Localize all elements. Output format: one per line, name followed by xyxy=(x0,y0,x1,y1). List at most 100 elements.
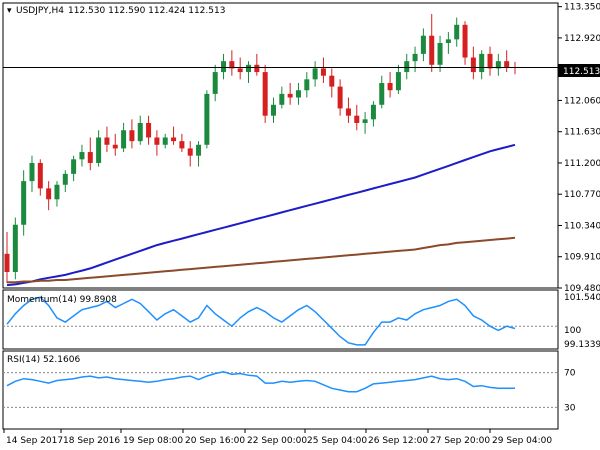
momentum-line xyxy=(6,296,516,346)
momentum-axis-label: 100 xyxy=(564,326,581,336)
candle-body xyxy=(495,61,501,69)
chart-ohlc-readout: 112.530 112.590 112.424 112.513 xyxy=(68,6,225,16)
candle-body xyxy=(37,162,43,189)
candle-body xyxy=(196,144,202,156)
price-axis-label: 112.060 xyxy=(564,96,600,106)
candle-body xyxy=(46,188,52,200)
rsi-label: RSI(14) 52.1606 xyxy=(7,355,80,365)
candle-body xyxy=(121,130,127,149)
candle-body xyxy=(187,148,193,156)
candle-body xyxy=(287,93,293,98)
axis-group: 113.350 112.920 112.060 111.630 111.200 110.7… xyxy=(3,3,600,446)
rsi-line xyxy=(6,371,515,393)
candle-body xyxy=(212,72,218,94)
candle-body xyxy=(29,162,35,182)
candle-body xyxy=(229,61,235,69)
candle-body xyxy=(295,90,301,98)
candle-body xyxy=(237,68,243,73)
momentum-axis-label: 101.5402 xyxy=(564,293,600,303)
candle-body xyxy=(354,115,360,123)
rsi-panel xyxy=(2,350,559,430)
price-axis-label: 109.480 xyxy=(564,284,600,294)
current-price-tag: 112.513 xyxy=(563,67,600,77)
candle-body xyxy=(54,184,60,200)
time-axis-label: 27 Sep 20:00 xyxy=(430,436,490,446)
candle-body xyxy=(312,68,318,80)
candle-body xyxy=(87,152,93,163)
price-plot-group xyxy=(3,13,558,287)
candle-body xyxy=(387,82,393,91)
candle-body xyxy=(412,53,418,62)
momentum-panel xyxy=(2,289,559,350)
candle-body xyxy=(437,42,443,65)
chart-collapse-icon[interactable]: ▾ xyxy=(7,6,12,16)
candle-body xyxy=(454,24,460,40)
time-axis-label: 22 Sep 00:00 xyxy=(247,436,307,446)
price-axis-label: 111.630 xyxy=(564,128,600,138)
candle-body xyxy=(279,93,285,105)
candle-body xyxy=(445,39,451,43)
candle-body xyxy=(179,141,185,149)
candle-body xyxy=(79,152,85,160)
candle-body xyxy=(146,122,152,138)
time-axis-label: 19 Sep 08:00 xyxy=(123,436,183,446)
price-axis-label: 112.920 xyxy=(564,34,600,44)
price-axis-label: 110.340 xyxy=(564,221,600,231)
candle-body xyxy=(137,122,143,142)
candle-body xyxy=(162,137,168,145)
current-price-tag-bg xyxy=(558,64,600,77)
candle-body xyxy=(429,35,435,65)
rsi-axis-label: 30 xyxy=(564,403,576,413)
candle-body xyxy=(204,93,210,145)
candle-body xyxy=(154,137,160,145)
candle-body xyxy=(112,144,118,149)
candle-body xyxy=(487,53,493,69)
candle-body xyxy=(262,72,268,116)
candle-body xyxy=(345,108,351,116)
candle-body xyxy=(362,119,368,123)
momentum-axis-label: 99.1339 xyxy=(564,340,600,350)
time-axis-label: 20 Sep 16:00 xyxy=(185,436,245,446)
time-axis-label: 29 Sep 04:00 xyxy=(492,436,552,446)
candle-body xyxy=(171,137,177,142)
time-axis-label: 25 Sep 04:00 xyxy=(307,436,367,446)
candle-body xyxy=(470,57,476,73)
price-axis-label: 109.910 xyxy=(564,253,600,263)
candle-body xyxy=(96,137,102,163)
candle-body xyxy=(221,61,227,73)
candle-body xyxy=(104,137,110,145)
candle-body xyxy=(71,159,77,174)
slow-moving-average-line xyxy=(7,236,516,284)
candle-body xyxy=(4,253,10,273)
candle-body xyxy=(12,224,18,273)
candle-body xyxy=(129,130,135,142)
candle-body xyxy=(254,64,260,73)
candle-body xyxy=(246,64,252,73)
price-axis-label: 113.350 xyxy=(564,3,600,13)
time-axis-label: 26 Sep 12:00 xyxy=(368,436,428,446)
time-axis-label: 18 Sep 2016 xyxy=(63,436,120,446)
candle-body xyxy=(304,79,310,91)
candle-body xyxy=(420,35,426,54)
fast-moving-average-line xyxy=(6,143,516,287)
candle-body xyxy=(479,53,485,73)
momentum-plot-group xyxy=(3,296,558,346)
price-panel xyxy=(2,2,559,289)
candle-body xyxy=(320,68,326,76)
candle-body xyxy=(395,72,401,91)
price-axis-label: 110.770 xyxy=(564,190,600,200)
price-axis-label: 111.200 xyxy=(564,159,600,169)
candle-body xyxy=(370,104,376,120)
chart-symbol-label: USDJPY,H4 xyxy=(16,6,64,16)
candle-body xyxy=(21,181,27,225)
candle-body xyxy=(404,61,410,73)
time-axis-label: 14 Sep 2017 xyxy=(6,436,63,446)
candle-body xyxy=(504,61,510,67)
candle-body xyxy=(379,82,385,105)
momentum-label: Momentum(14) 99.8908 xyxy=(7,295,117,305)
rsi-axis-label: 70 xyxy=(564,369,576,379)
rsi-plot-group xyxy=(3,371,558,408)
candle-body xyxy=(329,75,335,87)
candle-body xyxy=(62,173,68,185)
